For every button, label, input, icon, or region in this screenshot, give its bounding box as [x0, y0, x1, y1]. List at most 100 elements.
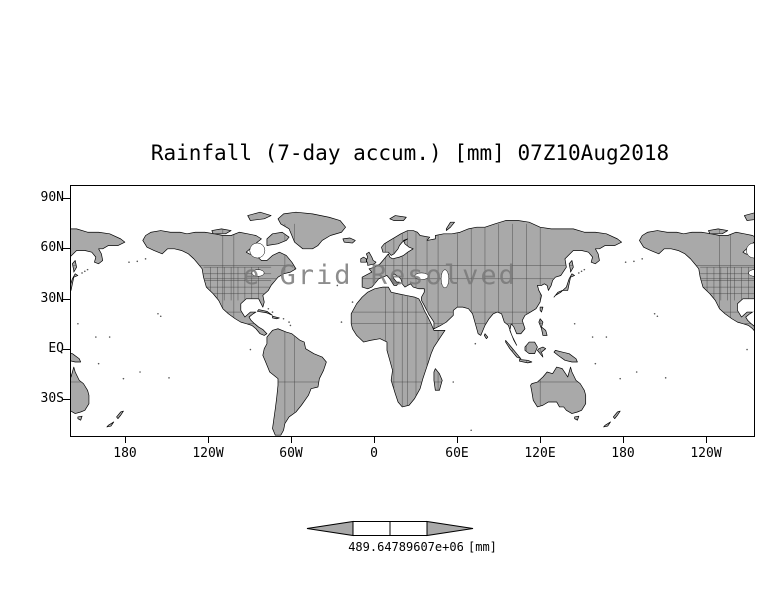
x-axis-tick-mark — [540, 437, 541, 443]
land-shape — [708, 228, 729, 235]
land-shape — [71, 273, 79, 291]
map-copy — [624, 212, 754, 424]
island-dot — [136, 260, 139, 263]
island-dot — [340, 321, 343, 323]
island-dot — [128, 261, 130, 263]
land-shape — [538, 318, 548, 336]
colorbar — [306, 520, 474, 537]
land-shape — [612, 410, 621, 419]
land-shape — [574, 415, 580, 421]
land-shape — [71, 366, 90, 414]
land-shape — [553, 273, 575, 298]
land-shape — [639, 230, 754, 331]
island-dot — [619, 377, 621, 380]
land-shape — [743, 212, 754, 221]
map-frame: e Grid Resolved — [70, 185, 755, 437]
land-shape — [71, 228, 126, 265]
island-dot — [84, 270, 86, 273]
island-dot — [470, 429, 472, 432]
colorbar-segment — [389, 521, 428, 536]
land-shape — [603, 421, 611, 428]
land-shape — [537, 346, 547, 358]
island-dot — [351, 301, 354, 303]
y-axis-tick-mark — [63, 248, 70, 249]
land-shape — [72, 260, 77, 273]
island-dot — [746, 348, 748, 351]
map-copy — [128, 211, 622, 436]
x-axis-tick-mark — [374, 437, 375, 443]
lake-shape — [249, 242, 266, 259]
island-dot — [86, 268, 89, 271]
y-axis-tick-label: 30N — [40, 291, 64, 306]
island-dot — [336, 284, 339, 287]
land-shape — [389, 215, 407, 221]
land-shape — [272, 315, 280, 320]
island-dot — [474, 342, 477, 345]
island-dot — [144, 258, 147, 260]
y-axis-tick-label: 60N — [40, 240, 64, 255]
island-dot — [656, 315, 659, 318]
colorbar-segment — [352, 521, 391, 536]
land-shape — [360, 256, 367, 263]
island-dot — [249, 348, 252, 351]
land-shape — [445, 221, 455, 231]
land-shape — [116, 410, 124, 419]
island-dot — [168, 377, 170, 379]
colorbar-label: 489.64789607e+06 — [348, 540, 464, 554]
y-axis-tick-mark — [63, 299, 70, 300]
land-shape — [505, 340, 522, 360]
land-shape — [342, 237, 356, 244]
x-axis-tick-label: 60W — [279, 446, 303, 461]
land-shape — [519, 359, 533, 364]
colorbar-unit: [mm] — [468, 540, 497, 554]
land-shape — [553, 350, 578, 363]
land-shape — [77, 415, 83, 421]
island-dot — [289, 324, 292, 327]
x-axis-tick-mark — [457, 437, 458, 443]
land-shape — [257, 309, 273, 316]
island-dot — [578, 272, 580, 274]
island-dot — [267, 307, 270, 310]
island-dot — [122, 377, 125, 380]
island-dot — [594, 362, 597, 365]
plot-title: Rainfall (7-day accum.) [mm] 07Z10Aug201… — [150, 141, 670, 165]
island-dot — [81, 272, 83, 274]
x-axis-tick-label: 120W — [192, 446, 224, 461]
x-axis-tick-mark — [291, 437, 292, 443]
lake-shape — [748, 269, 754, 277]
island-dot — [288, 321, 290, 323]
x-axis-tick-mark — [125, 437, 126, 443]
island-dot — [624, 261, 627, 263]
land-shape — [211, 228, 232, 235]
x-axis-tick-label: 0 — [370, 446, 378, 461]
land-shape — [524, 341, 538, 355]
land-shape — [539, 306, 544, 313]
island-dot — [159, 315, 162, 318]
island-dot — [452, 381, 455, 383]
x-axis-tick-mark — [706, 437, 707, 443]
colorbar-left-arrow — [306, 520, 354, 537]
colorbar-right-arrow — [426, 520, 474, 537]
land-shape — [530, 366, 587, 414]
island-dot — [664, 377, 667, 379]
island-dot — [635, 371, 638, 373]
island-dot — [633, 260, 635, 263]
island-dot — [641, 258, 643, 260]
x-axis-tick-mark — [208, 437, 209, 443]
land-shape — [568, 260, 574, 273]
island-dot — [139, 371, 141, 373]
land-shape — [142, 230, 297, 336]
lake-shape — [251, 269, 265, 277]
lake-shape — [746, 242, 754, 259]
land-shape — [350, 286, 446, 408]
y-axis-tick-mark — [63, 198, 70, 199]
island-dot — [653, 312, 656, 315]
island-dot — [573, 322, 576, 325]
x-axis-tick-label: 60E — [445, 446, 469, 461]
land-shape — [266, 231, 290, 246]
land-shape — [277, 211, 346, 250]
island-dot — [95, 336, 97, 338]
island-dot — [77, 322, 79, 325]
land-shape — [365, 251, 377, 266]
